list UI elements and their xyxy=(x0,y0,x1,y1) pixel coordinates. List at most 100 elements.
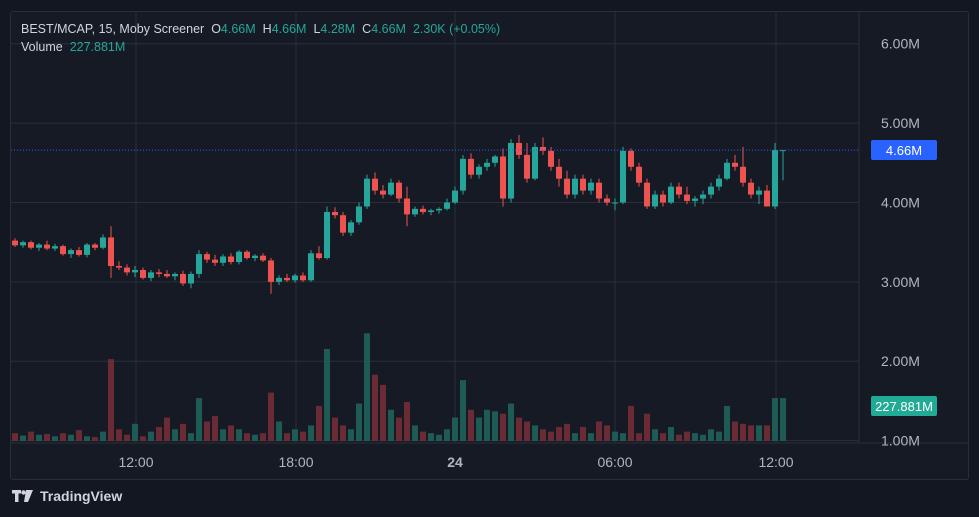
candle xyxy=(404,186,410,227)
volume-bar xyxy=(580,426,586,441)
candle-body xyxy=(724,162,730,179)
candle xyxy=(508,138,514,203)
time-axis[interactable]: 12:00 18:00 24 06:00 12:00 xyxy=(118,454,793,470)
candle-body xyxy=(604,198,610,203)
candle xyxy=(124,264,130,276)
candle xyxy=(564,170,570,199)
volume-bar xyxy=(276,421,282,441)
chart-canvas[interactable]: 6.00M 5.00M 4.00M 3.00M 2.00M 1.00M 12:00 18:0… xyxy=(11,12,968,479)
candle xyxy=(92,242,98,251)
price-axis[interactable]: 6.00M 5.00M 4.00M 3.00M 2.00M 1.00M xyxy=(881,36,920,449)
candle-body xyxy=(20,242,26,246)
candle-body xyxy=(340,215,346,233)
volume-bar xyxy=(428,433,434,441)
candle-body xyxy=(580,178,586,191)
price-tick-label: 1.00M xyxy=(881,433,920,449)
volume-bar xyxy=(700,434,706,441)
candle-body xyxy=(556,166,562,179)
volume-bar xyxy=(676,434,682,441)
volume-bar xyxy=(364,333,370,441)
volume-bar xyxy=(596,421,602,441)
candle-body xyxy=(148,272,154,278)
volume-bar xyxy=(540,429,546,441)
volume-bar xyxy=(476,417,482,441)
candle xyxy=(140,267,146,280)
candle xyxy=(300,272,306,282)
candle xyxy=(756,186,762,205)
volume-bar xyxy=(164,417,170,441)
candle xyxy=(420,205,426,215)
symbol-label[interactable]: BEST/MCAP, 15, Moby Screener xyxy=(21,22,205,36)
last-volume-badge: 227.881M xyxy=(871,396,937,416)
candle xyxy=(332,207,338,219)
time-tick-label: 12:00 xyxy=(758,454,793,470)
candle-body xyxy=(172,273,178,277)
candle-body xyxy=(548,150,554,167)
candle xyxy=(268,258,274,294)
volume-bar xyxy=(84,436,90,441)
candle-body xyxy=(388,182,394,195)
volume-bar xyxy=(772,398,778,441)
candle xyxy=(132,265,138,278)
candle xyxy=(620,146,626,205)
open-value: O4.66M xyxy=(211,22,256,36)
candle-body xyxy=(396,182,402,199)
volume-bar xyxy=(260,433,266,441)
candle-body xyxy=(116,265,122,268)
low-value: L4.28M xyxy=(313,22,356,36)
volume-bar xyxy=(300,431,306,441)
candle-body xyxy=(268,260,274,282)
candle xyxy=(220,254,226,266)
candle-body xyxy=(716,178,722,187)
volume-bar xyxy=(60,433,66,441)
volume-bar xyxy=(148,431,154,441)
candle-body xyxy=(588,182,594,191)
volume-label[interactable]: Volume xyxy=(21,40,63,54)
candle-body xyxy=(220,256,226,263)
candle-body xyxy=(12,240,18,246)
candle-body xyxy=(68,250,74,255)
volume-bar xyxy=(52,436,58,441)
volume-bar xyxy=(356,403,362,441)
candle-body xyxy=(380,190,386,195)
tradingview-logo[interactable]: TradingView xyxy=(12,488,122,504)
candle xyxy=(532,142,538,181)
candle xyxy=(492,154,498,167)
candle xyxy=(556,158,562,187)
candle-body xyxy=(284,277,290,281)
candle-body xyxy=(748,182,754,195)
volume-bar xyxy=(764,425,770,441)
candle xyxy=(772,142,778,209)
volume-bar xyxy=(228,425,234,441)
candle xyxy=(628,148,634,171)
candle xyxy=(292,273,298,283)
last-price-badge: 4.66M xyxy=(871,140,937,161)
volume-bar xyxy=(556,426,562,441)
candle xyxy=(452,186,458,205)
volume-bar xyxy=(468,409,474,441)
volume-bar xyxy=(380,384,386,441)
candle-body xyxy=(332,212,338,216)
candle xyxy=(12,238,18,247)
candle-body xyxy=(140,269,146,278)
candle-body xyxy=(52,246,58,249)
candle xyxy=(68,248,74,259)
candle xyxy=(156,269,162,278)
candle xyxy=(724,158,730,181)
volume-bar xyxy=(548,431,554,441)
candle xyxy=(372,172,378,195)
volume-bar xyxy=(780,398,786,441)
grid-lines xyxy=(11,12,968,444)
volume-bar xyxy=(460,380,466,441)
candle-body xyxy=(484,162,490,167)
candle xyxy=(276,275,282,286)
volume-bar xyxy=(284,433,290,441)
candle xyxy=(652,190,658,209)
chart-frame[interactable]: 6.00M 5.00M 4.00M 3.00M 2.00M 1.00M 12:00 18:0… xyxy=(10,11,969,480)
volume-bar xyxy=(348,429,354,441)
volume-bar xyxy=(116,429,122,441)
candle-body xyxy=(772,150,778,207)
volume-bar xyxy=(644,413,650,441)
candle-body xyxy=(492,156,498,163)
candle xyxy=(548,146,554,171)
